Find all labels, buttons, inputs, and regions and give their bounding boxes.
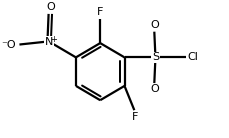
Text: S: S <box>151 52 158 62</box>
Text: O: O <box>149 84 158 94</box>
Text: O: O <box>46 2 55 12</box>
Text: Cl: Cl <box>186 52 197 62</box>
Text: O: O <box>149 20 158 30</box>
Text: F: F <box>97 7 103 17</box>
Text: N: N <box>45 37 53 47</box>
Text: F: F <box>132 112 138 122</box>
Text: ⁻O: ⁻O <box>1 39 16 50</box>
Text: +: + <box>50 35 57 44</box>
